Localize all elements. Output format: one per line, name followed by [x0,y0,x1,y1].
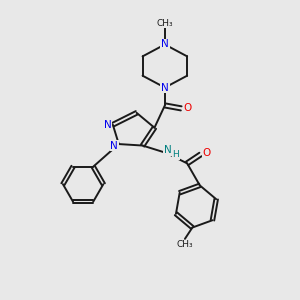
Text: CH₃: CH₃ [157,19,173,28]
Text: O: O [184,103,192,113]
Text: CH₃: CH₃ [176,240,193,249]
Text: N: N [103,120,111,130]
Text: N: N [161,82,169,93]
Text: N: N [110,140,118,151]
Text: N: N [164,145,172,155]
Text: N: N [161,40,169,50]
Text: H: H [172,150,179,159]
Text: O: O [202,148,211,158]
